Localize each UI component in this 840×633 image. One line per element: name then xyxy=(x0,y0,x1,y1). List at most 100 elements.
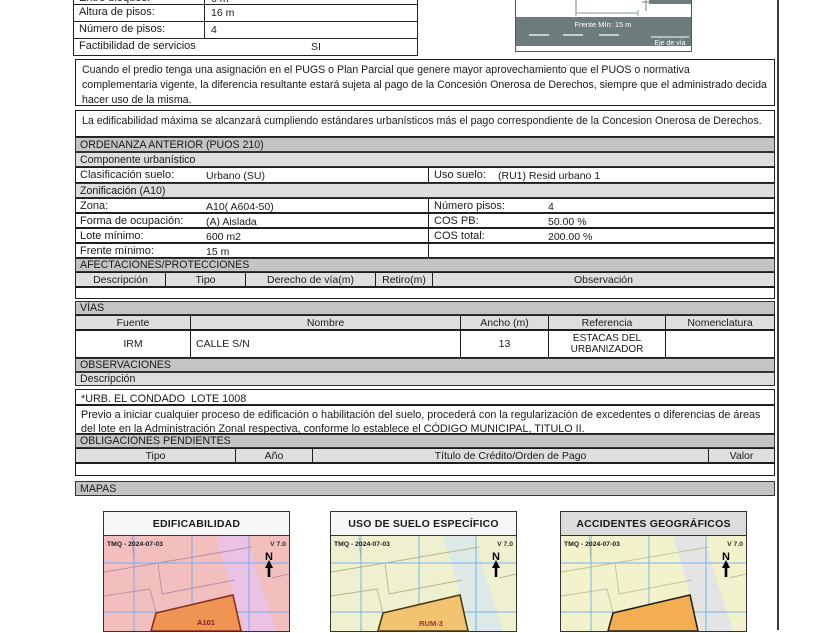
highlighted-parcel xyxy=(377,594,469,631)
col-header: Nomenclatura xyxy=(666,316,774,329)
forma-value: (A) Aislada xyxy=(206,216,257,228)
north-label: N xyxy=(265,551,273,563)
parcel-label: A101 xyxy=(197,618,215,627)
obligaciones-header-row: Tipo Año Título de Crédito/Orden de Pago… xyxy=(75,448,775,463)
map-title: ACCIDENTES GEOGRÁFICOS xyxy=(560,511,747,536)
table-row-altura-pisos: Altura de pisos: 16 m xyxy=(73,5,418,22)
map-stamp: TMQ - 2024-07-03 xyxy=(564,541,620,548)
row-value: 4 xyxy=(211,24,217,36)
frente-min-label: Frente Mín: 15 m xyxy=(574,20,631,29)
map-title: EDIFICABILIDAD xyxy=(103,511,290,536)
row-label: Número de pisos: xyxy=(79,23,166,35)
observacion-lote: *URB. EL CONDADO LOTE 1008 xyxy=(75,389,775,405)
afectaciones-header-row: Descripción Tipo Derecho de vía(m) Retir… xyxy=(75,272,775,287)
map-canvas: A101 TMQ - 2024-07-03 V 7.0 N xyxy=(103,536,290,632)
col-header: Tipo xyxy=(166,273,246,286)
col-header: Título de Crédito/Orden de Pago xyxy=(313,449,709,462)
row-value: 16 m xyxy=(211,7,235,19)
street-section-svg: Frente Mín: 15 m Eje de vía xyxy=(516,0,691,50)
col-header: Derecho de vía(m) xyxy=(246,273,376,286)
column-divider xyxy=(428,229,429,242)
section-bar-ordenanza: ORDENANZA ANTERIOR (PUOS 210) xyxy=(75,137,775,152)
obligaciones-empty-row xyxy=(75,463,775,476)
lote-label: Lote mínimo: xyxy=(80,230,144,242)
map-uso-suelo: USO DE SUELO ESPECÍFICO xyxy=(330,511,517,632)
subsection-componente: Componente urbanístico xyxy=(75,152,775,167)
column-divider xyxy=(428,244,429,257)
section-bar-vias: VÍAS xyxy=(75,301,775,315)
paragraph-edificabilidad: La edificabilidad máxima se alcanzará cu… xyxy=(75,110,775,137)
row-frente-minimo: Frente mínimo: 15 m xyxy=(75,243,775,258)
row-label: Altura de pisos: xyxy=(79,6,155,18)
column-divider xyxy=(428,214,429,227)
vias-ancho: 13 xyxy=(461,331,549,357)
row-value: 6 m xyxy=(211,0,229,4)
regulation-table: Entre bloques: 6 m Altura de pisos: 16 m… xyxy=(73,0,418,56)
north-arrow-icon xyxy=(492,560,500,577)
section-bar-afectaciones: AFECTACIONES/PROTECCIONES xyxy=(75,258,775,272)
page-right-border xyxy=(777,0,779,630)
col-header: Descripción xyxy=(76,273,166,286)
col-header: Observación xyxy=(433,273,774,286)
cos-pb-value: 50.00 % xyxy=(548,216,587,228)
col-header: Nombre xyxy=(191,316,461,329)
section-bar-obligaciones: OBLIGACIONES PENDIENTES xyxy=(75,434,775,448)
map-accidentes-geograficos: ACCIDENTES GEOGRÁFICOS xyxy=(560,511,747,632)
vias-nombre: CALLE S/N xyxy=(191,331,461,357)
lote-value: 600 m2 xyxy=(206,231,242,243)
highlighted-parcel xyxy=(607,594,699,631)
numero-pisos-value: 4 xyxy=(548,201,554,213)
col-header: Tipo xyxy=(76,449,236,462)
col-header: Retiro(m) xyxy=(376,273,433,286)
frente-label: Frente mínimo: xyxy=(80,245,154,257)
map-version: V 7.0 xyxy=(270,541,286,548)
uso-value: (RU1) Resid urbano 1 xyxy=(498,170,601,182)
uso-label: Uso suelo: xyxy=(434,169,486,181)
section-bar-mapas: MAPAS xyxy=(75,481,775,496)
vias-header-row: Fuente Nombre Ancho (m) Referencia Nomen… xyxy=(75,315,775,330)
table-row-factibilidad: Factibilidad de servicios SI xyxy=(73,39,418,56)
road-band-area xyxy=(673,536,733,631)
cos-total-label: COS total: xyxy=(434,230,485,242)
col-header: Fuente xyxy=(76,316,191,329)
vias-referencia: ESTACAS DEL URBANIZADOR xyxy=(549,331,666,357)
row-forma-ocupacion: Forma de ocupación: (A) Aislada COS PB: … xyxy=(75,213,775,228)
north-arrow-icon xyxy=(265,560,273,577)
map-canvas: RUM-3 TMQ - 2024-07-03 V 7.0 N xyxy=(330,536,517,632)
row-lote-minimo: Lote mínimo: 600 m2 COS total: 200.00 % xyxy=(75,228,775,243)
cos-pb-label: COS PB: xyxy=(434,215,479,227)
street-section-diagram: Frente Mín: 15 m Eje de vía xyxy=(515,0,692,52)
paragraph-pugs: Cuando el predio tenga una asignación en… xyxy=(75,59,775,106)
numero-pisos-label: Número pisos: xyxy=(434,200,505,212)
vias-nomenclatura xyxy=(666,331,774,357)
maps-row: EDIFICABILIDAD xyxy=(75,511,775,633)
row-zona: Zona: A10( A604-50) Número pisos: 4 xyxy=(75,198,775,213)
road-band xyxy=(516,17,691,46)
row-value: SI xyxy=(311,41,321,53)
frente-value: 15 m xyxy=(206,246,230,258)
vias-data-row: IRM CALLE S/N 13 ESTACAS DEL URBANIZADOR xyxy=(75,330,775,358)
table-row-numero-pisos: Número de pisos: 4 xyxy=(73,22,418,39)
document-body: Cuando el predio tenga una asignación en… xyxy=(75,59,775,633)
map-edificabilidad: EDIFICABILIDAD xyxy=(103,511,290,632)
road-band-area xyxy=(443,536,503,631)
road-band-area xyxy=(216,536,276,631)
subsection-zonificacion: Zonificación (A10) xyxy=(75,183,775,198)
subsection-descripcion: Descripción xyxy=(75,372,775,386)
highlighted-parcel xyxy=(150,594,242,631)
col-header: Referencia xyxy=(549,316,666,329)
zona-label: Zona: xyxy=(80,200,109,212)
clasificacion-label: Clasificación suelo: xyxy=(80,169,175,181)
column-divider xyxy=(204,0,205,4)
cos-total-value: 200.00 % xyxy=(548,231,593,243)
column-divider xyxy=(204,22,205,38)
col-header: Año xyxy=(236,449,313,462)
map-title: USO DE SUELO ESPECÍFICO xyxy=(330,511,517,536)
north-label: N xyxy=(492,551,500,563)
col-header: Ancho (m) xyxy=(461,316,549,329)
map-stamp: TMQ - 2024-07-03 xyxy=(107,541,163,548)
forma-label: Forma de ocupación: xyxy=(80,215,184,227)
parcel-label: RUM-3 xyxy=(419,619,443,628)
map-version: V 7.0 xyxy=(497,541,513,548)
row-clasificacion-uso: Clasificación suelo: Urbano (SU) Uso sue… xyxy=(75,167,775,183)
